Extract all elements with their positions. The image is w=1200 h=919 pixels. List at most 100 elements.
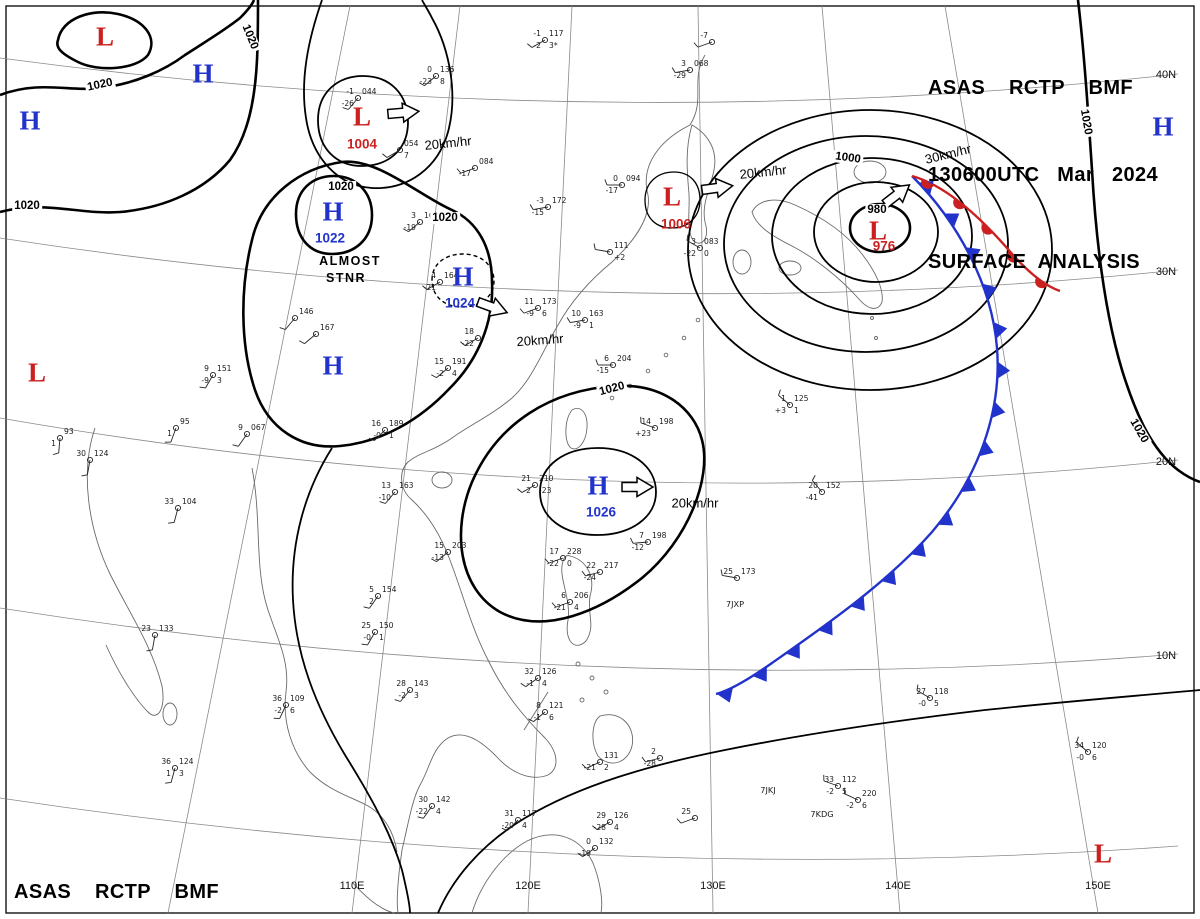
station-plot: -7 (693, 31, 716, 48)
station-circle (514, 816, 522, 824)
station-plot: 25 (676, 807, 699, 824)
station-dewpoint: -28 (594, 823, 607, 832)
station-tendency: 1 (379, 633, 384, 642)
wind-barb (548, 557, 564, 564)
station-circle (432, 72, 440, 80)
station-dewpoint: -22 (684, 249, 697, 258)
wind-barb (385, 491, 396, 504)
station-circle (854, 796, 862, 804)
station-circle (209, 371, 217, 379)
station-dewpoint: -9 (201, 376, 209, 385)
station-temperature: 0 (586, 837, 591, 846)
station-plot: 30 142 -22 4 (416, 795, 451, 819)
wind-barb-tick (368, 437, 375, 442)
station-pressure: 152 (826, 481, 841, 490)
station-pressure: 173 (741, 567, 756, 576)
station-pressure: 112 (842, 775, 857, 784)
station-plot: 25 173 (720, 567, 756, 582)
front-symbols (717, 179, 1048, 703)
isobar-1024-high-dashed (431, 253, 495, 308)
longitude-label: 130E (700, 880, 726, 892)
station-temperature: 2 (651, 747, 656, 756)
wind-barb-tick (361, 643, 368, 646)
station-temperature: 10 (571, 309, 581, 318)
station-plot: 18-22 (460, 327, 482, 348)
station-pressure: 95 (180, 417, 190, 426)
station-tendency: +2 (614, 253, 625, 262)
coast-izu-island (870, 316, 874, 320)
station-plot: 111+2 (593, 241, 629, 262)
station-plot: 6 206 -21 4 (551, 591, 589, 612)
station-dewpoint: -0 (373, 431, 381, 440)
station-pressure: 163 (589, 309, 604, 318)
station-pressure: 133 (159, 624, 174, 633)
wind-barb-tick (671, 67, 676, 73)
station-temperature: 3 (691, 237, 696, 246)
station-dewpoint: -9 (526, 309, 534, 318)
station-temperature: -7 (700, 31, 708, 40)
wind-barb-tick (517, 488, 523, 493)
station-circle (606, 248, 614, 256)
station-pressure: 084 (479, 157, 494, 166)
station-circle (436, 278, 444, 286)
wind-barb-tick (417, 816, 424, 819)
wind-barb (531, 39, 546, 48)
wind-barb-tick (1076, 736, 1079, 743)
wind-barb-tick (363, 606, 370, 609)
station-dewpoint: -22 (547, 559, 560, 568)
station-circle (531, 481, 539, 489)
station-circle (243, 430, 251, 438)
station-circle (606, 818, 614, 826)
station-circle (416, 218, 424, 226)
isobar-value-label: 1020 (326, 181, 356, 193)
station-pressure: 151 (217, 364, 232, 373)
station-circle (174, 504, 182, 512)
movement-arrow (700, 177, 735, 199)
cold-front-triangle (938, 511, 954, 526)
station-tendency: 7 (404, 151, 409, 160)
cold-front (715, 175, 999, 696)
wind-barb (279, 704, 287, 719)
latitude-label: 40N (1155, 69, 1177, 81)
station-temperature: 22 (586, 561, 596, 570)
wind-barb-tick (460, 341, 466, 346)
isobar-ring-5 (687, 109, 1053, 391)
station-circle (291, 314, 299, 322)
chart-id: ASAS RCTP BMF (928, 77, 1134, 99)
station-temperature: 3 (411, 211, 416, 220)
station-pressure: 150 (379, 621, 394, 630)
station-temperature: 21 (521, 474, 531, 483)
station-pressure: 111 (614, 241, 629, 250)
wind-barb-tick (382, 153, 388, 158)
station-plot: 5 154 2 (363, 585, 397, 609)
parallel-30n (0, 237, 1179, 295)
station-tendency: 6 (549, 713, 554, 722)
station-plot: 14 198 +23 (635, 416, 674, 438)
station-circle (444, 548, 452, 556)
wind-barb-tick (527, 43, 533, 48)
station-temperature: 0 (427, 65, 432, 74)
warm-front-semicircle (1035, 277, 1048, 289)
wind-barb-tick (394, 699, 401, 702)
station-dewpoint: -41 (806, 493, 819, 502)
station-temperature: 25 (361, 621, 371, 630)
wind-barb (367, 631, 376, 646)
station-plot: 30 124 (76, 449, 109, 477)
station-temperature: 11 (524, 297, 534, 306)
warm-front-semicircle (953, 198, 966, 210)
station-circle (172, 424, 180, 432)
wind-barb-tick (592, 825, 598, 830)
wind-barb-tick (520, 682, 526, 687)
station-plot: 146 (279, 307, 314, 330)
station-dewpoint: -26 (342, 99, 355, 108)
station-pressure: 206 (574, 591, 589, 600)
station-dewpoint: 1 (166, 769, 171, 778)
station-temperature: 31 (504, 809, 514, 818)
coast-korea (686, 124, 716, 244)
station-temperature: 33 (164, 497, 174, 506)
station-tendency: 1 (589, 321, 594, 330)
station-tendency: 6 (862, 801, 867, 810)
